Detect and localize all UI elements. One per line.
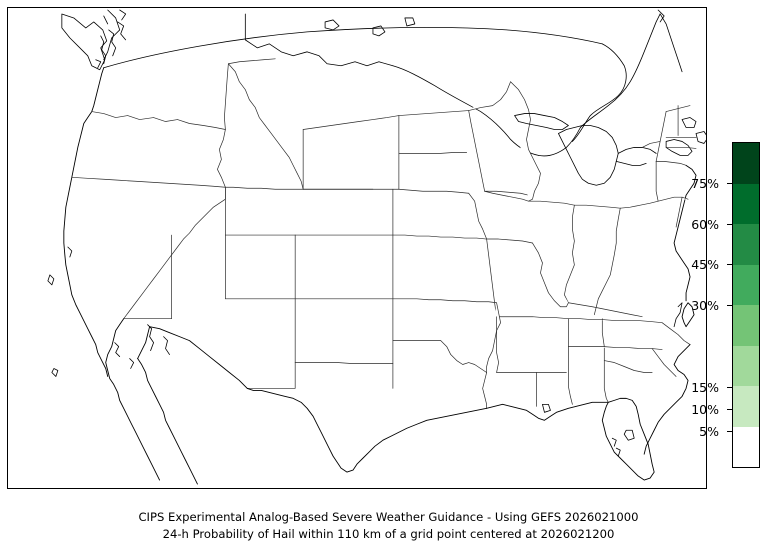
colorbar-tick-10: 10% (691, 403, 732, 415)
us-map-geometry (8, 8, 706, 488)
figure-caption: CIPS Experimental Analog-Based Severe We… (0, 509, 777, 543)
colorbar-tick-75: 75% (691, 177, 732, 189)
colorbar-gradient-stack (732, 142, 760, 468)
colorbar-band-30-45 (733, 264, 759, 305)
colorbar-band-5-10 (733, 386, 759, 427)
colorbar-band-45-60 (733, 224, 759, 265)
colorbar-tick-30: 30% (691, 299, 732, 311)
caption-line-subtitle: 24-h Probability of Hail within 110 km o… (162, 527, 615, 541)
caption-line-title: CIPS Experimental Analog-Based Severe We… (138, 510, 639, 524)
colorbar-band-10-15 (733, 345, 759, 386)
colorbar-label-30: 30% (691, 297, 719, 313)
map-plot-area[interactable] (7, 7, 707, 489)
colorbar-band-75-100 (733, 143, 759, 184)
colorbar-label-5: 5% (699, 423, 719, 439)
colorbar-tick-5: 5% (699, 425, 732, 437)
colorbar-tick-60: 60% (691, 218, 732, 230)
colorbar-tick-45: 45% (691, 258, 732, 271)
colorbar-label-10: 10% (691, 401, 719, 417)
colorbar-band-0-5 (733, 426, 759, 467)
colorbar-label-75: 75% (691, 175, 719, 191)
colorbar-band-60-75 (733, 183, 759, 224)
probability-colorbar[interactable]: 75% 60% 45% 30% 15% 10% 5% (691, 142, 760, 468)
colorbar-label-15: 15% (691, 379, 719, 395)
colorbar-label-45: 45% (691, 257, 719, 272)
colorbar-label-60: 60% (691, 216, 719, 232)
colorbar-tick-15: 15% (691, 381, 732, 393)
colorbar-band-15-30 (733, 305, 759, 346)
